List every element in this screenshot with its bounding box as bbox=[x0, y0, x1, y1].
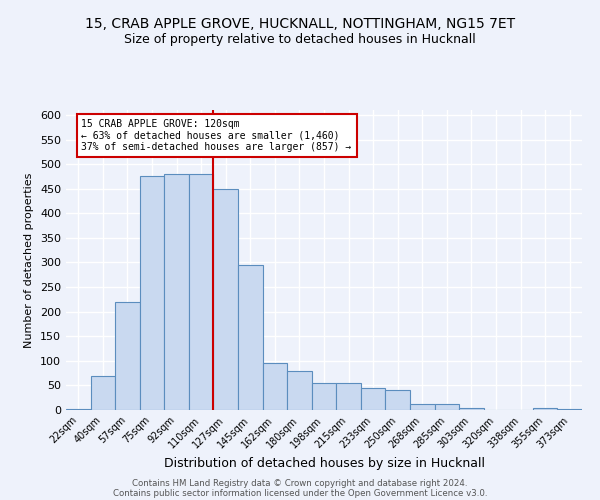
Text: Contains HM Land Registry data © Crown copyright and database right 2024.: Contains HM Land Registry data © Crown c… bbox=[132, 478, 468, 488]
Bar bbox=[434, 404, 459, 410]
Bar bbox=[140, 176, 164, 410]
Bar bbox=[238, 265, 263, 410]
Bar bbox=[189, 174, 214, 410]
Y-axis label: Number of detached properties: Number of detached properties bbox=[25, 172, 34, 348]
X-axis label: Distribution of detached houses by size in Hucknall: Distribution of detached houses by size … bbox=[163, 456, 485, 469]
Bar bbox=[263, 364, 287, 410]
Text: 15, CRAB APPLE GROVE, HUCKNALL, NOTTINGHAM, NG15 7ET: 15, CRAB APPLE GROVE, HUCKNALL, NOTTINGH… bbox=[85, 18, 515, 32]
Bar bbox=[164, 174, 189, 410]
Bar bbox=[312, 383, 336, 410]
Bar bbox=[287, 370, 312, 410]
Bar bbox=[91, 376, 115, 410]
Bar bbox=[459, 408, 484, 410]
Bar bbox=[115, 302, 140, 410]
Text: Contains public sector information licensed under the Open Government Licence v3: Contains public sector information licen… bbox=[113, 488, 487, 498]
Bar bbox=[336, 383, 361, 410]
Text: 15 CRAB APPLE GROVE: 120sqm
← 63% of detached houses are smaller (1,460)
37% of : 15 CRAB APPLE GROVE: 120sqm ← 63% of det… bbox=[82, 119, 352, 152]
Text: Size of property relative to detached houses in Hucknall: Size of property relative to detached ho… bbox=[124, 32, 476, 46]
Bar bbox=[214, 188, 238, 410]
Bar bbox=[410, 404, 434, 410]
Bar bbox=[385, 390, 410, 410]
Bar bbox=[66, 409, 91, 410]
Bar bbox=[533, 408, 557, 410]
Bar bbox=[361, 388, 385, 410]
Bar bbox=[557, 409, 582, 410]
